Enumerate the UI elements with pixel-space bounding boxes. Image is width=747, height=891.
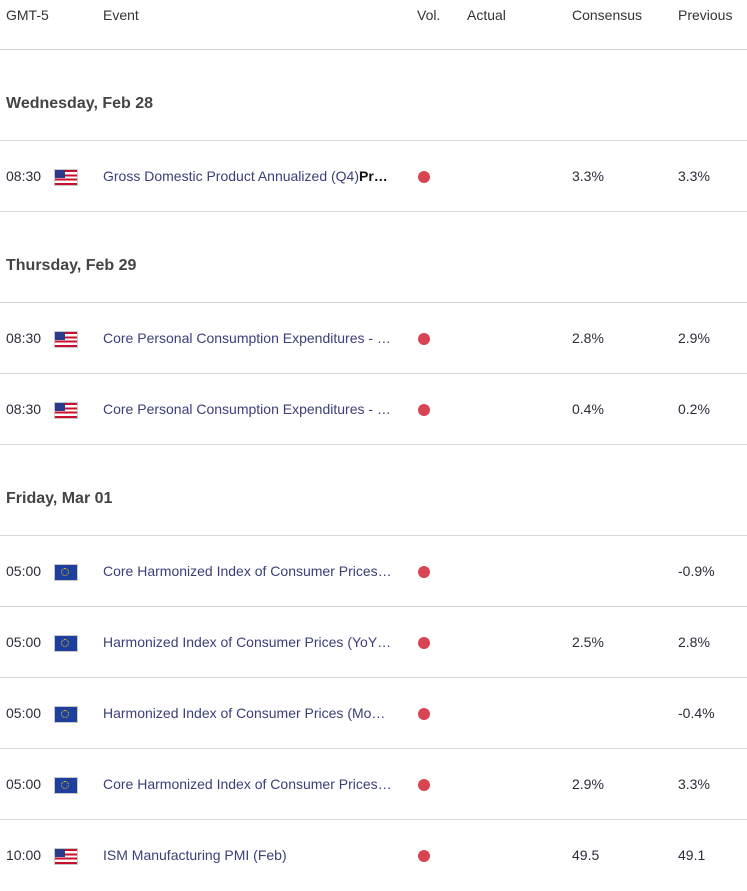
table-header: GMT-5 Event Vol. Actual Consensus Previo… bbox=[0, 0, 747, 50]
event-previous: 0.2% bbox=[678, 401, 710, 417]
table-row[interactable]: 08:30 Core Personal Consumption Expendit… bbox=[0, 374, 747, 445]
event-consensus: 3.3% bbox=[572, 168, 604, 184]
event-suffix: Pr… bbox=[359, 168, 388, 184]
volatility-high-icon bbox=[418, 637, 430, 649]
eu-flag-icon bbox=[55, 778, 77, 793]
eu-flag-icon bbox=[55, 707, 77, 722]
day-header: Wednesday, Feb 28 bbox=[0, 50, 747, 141]
event-time: 10:00 bbox=[6, 847, 42, 863]
header-vol: Vol. bbox=[417, 7, 441, 23]
event-consensus: 2.8% bbox=[572, 330, 604, 346]
header-consensus: Consensus bbox=[572, 7, 643, 23]
header-timezone[interactable]: GMT-5 bbox=[6, 7, 49, 23]
event-name[interactable]: Core Personal Consumption Expenditures -… bbox=[103, 401, 391, 417]
event-name[interactable]: Harmonized Index of Consumer Prices (Mo… bbox=[103, 705, 386, 721]
eu-flag-icon bbox=[55, 565, 77, 580]
event-previous: 2.8% bbox=[678, 634, 710, 650]
event-time: 05:00 bbox=[6, 634, 42, 650]
event-previous: 3.3% bbox=[678, 776, 710, 792]
header-event: Event bbox=[103, 7, 139, 23]
us-flag-icon bbox=[55, 403, 77, 418]
event-consensus: 2.9% bbox=[572, 776, 604, 792]
day-header: Thursday, Feb 29 bbox=[0, 212, 747, 303]
event-name[interactable]: Core Harmonized Index of Consumer Prices… bbox=[103, 776, 392, 792]
table-row[interactable]: 10:00 ISM Manufacturing PMI (Feb) 49.5 4… bbox=[0, 820, 747, 891]
event-time: 05:00 bbox=[6, 563, 42, 579]
volatility-high-icon bbox=[418, 779, 430, 791]
table-row[interactable]: 05:00 Core Harmonized Index of Consumer … bbox=[0, 749, 747, 820]
table-row[interactable]: 08:30 Core Personal Consumption Expendit… bbox=[0, 303, 747, 374]
event-time: 05:00 bbox=[6, 705, 42, 721]
event-previous: 3.3% bbox=[678, 168, 710, 184]
event-time: 05:00 bbox=[6, 776, 42, 792]
us-flag-icon bbox=[55, 170, 77, 185]
table-row[interactable]: 05:00 Harmonized Index of Consumer Price… bbox=[0, 607, 747, 678]
day-label: Thursday, Feb 29 bbox=[6, 257, 137, 274]
day-header: Friday, Mar 01 bbox=[0, 445, 747, 536]
table-row[interactable]: 08:30 Gross Domestic Product Annualized … bbox=[0, 141, 747, 212]
volatility-high-icon bbox=[418, 566, 430, 578]
header-previous: Previous bbox=[678, 7, 733, 23]
event-previous: 2.9% bbox=[678, 330, 710, 346]
us-flag-icon bbox=[55, 849, 77, 864]
day-label: Wednesday, Feb 28 bbox=[6, 95, 154, 112]
event-time: 08:30 bbox=[6, 168, 42, 184]
table-row[interactable]: 05:00 Core Harmonized Index of Consumer … bbox=[0, 536, 747, 607]
event-name[interactable]: ISM Manufacturing PMI (Feb) bbox=[103, 847, 287, 863]
event-previous: -0.4% bbox=[678, 705, 715, 721]
volatility-high-icon bbox=[418, 404, 430, 416]
event-name[interactable]: Core Personal Consumption Expenditures -… bbox=[103, 330, 391, 346]
event-name[interactable]: Core Harmonized Index of Consumer Prices… bbox=[103, 563, 392, 579]
event-time: 08:30 bbox=[6, 330, 42, 346]
table-row[interactable]: 05:00 Harmonized Index of Consumer Price… bbox=[0, 678, 747, 749]
header-actual: Actual bbox=[467, 7, 506, 23]
event-name[interactable]: Harmonized Index of Consumer Prices (YoY… bbox=[103, 634, 392, 650]
event-consensus: 0.4% bbox=[572, 401, 604, 417]
us-flag-icon bbox=[55, 332, 77, 347]
event-consensus: 49.5 bbox=[572, 847, 600, 863]
event-previous: -0.9% bbox=[678, 563, 715, 579]
volatility-high-icon bbox=[418, 850, 430, 862]
volatility-high-icon bbox=[418, 708, 430, 720]
event-time: 08:30 bbox=[6, 401, 42, 417]
event-previous: 49.1 bbox=[678, 847, 706, 863]
volatility-high-icon bbox=[418, 171, 430, 183]
volatility-high-icon bbox=[418, 333, 430, 345]
day-label: Friday, Mar 01 bbox=[6, 490, 113, 507]
event-consensus: 2.5% bbox=[572, 634, 604, 650]
event-name[interactable]: Gross Domestic Product Annualized (Q4)Pr… bbox=[103, 168, 388, 184]
eu-flag-icon bbox=[55, 636, 77, 651]
